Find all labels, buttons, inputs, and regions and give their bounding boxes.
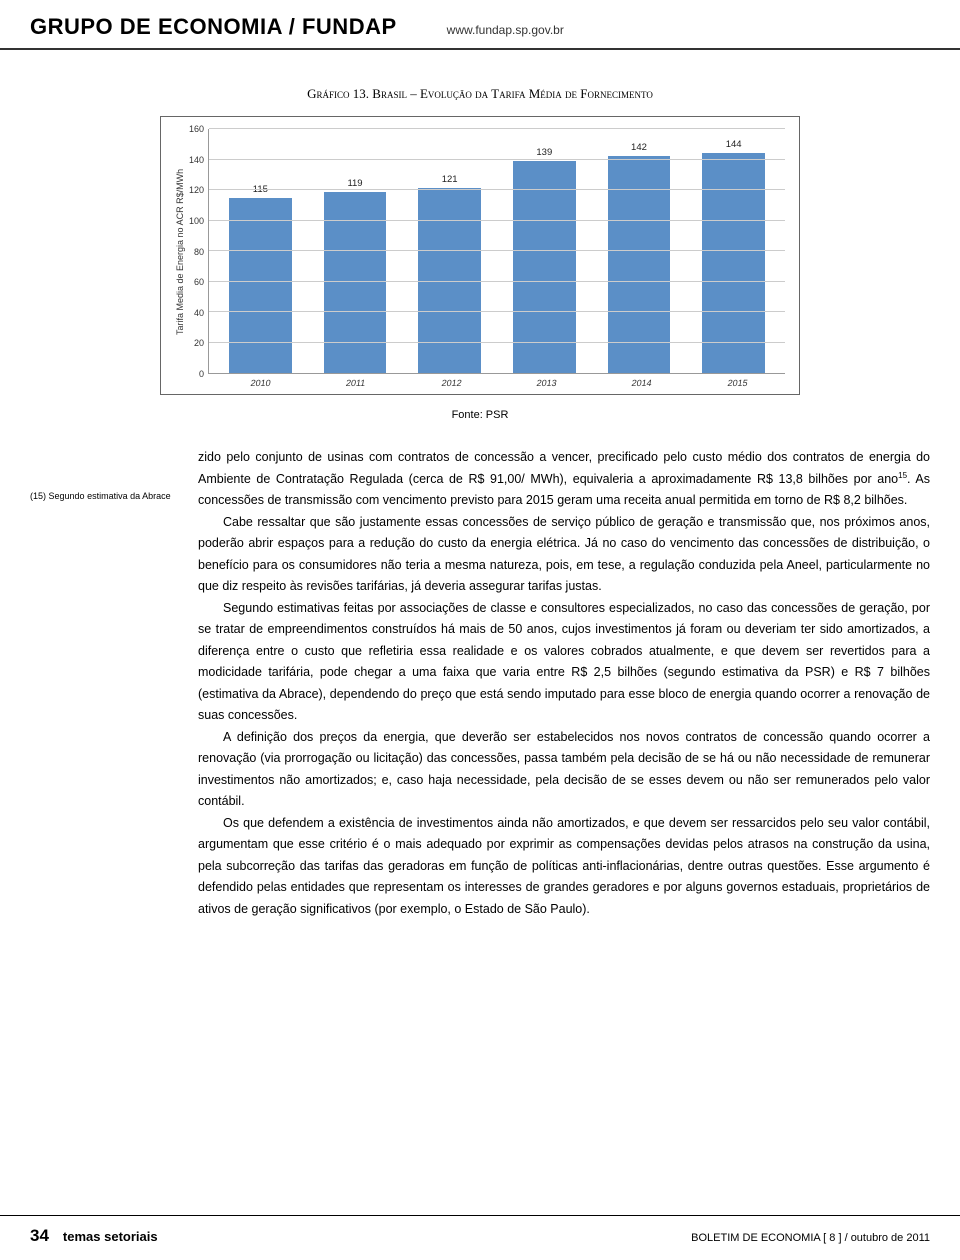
p1-text-a: zido pelo conjunto de usinas com contrat… [198, 450, 930, 486]
paragraph-3: Segundo estimativas feitas por associaçõ… [198, 598, 930, 727]
footnote-column: (15) Segundo estimativa da Abrace [30, 447, 180, 920]
y-axis-label: Tarifa Media de Energia no ACR R$/MWh [173, 129, 187, 374]
bar-column: 121 [402, 129, 497, 373]
x-tick-label: 2014 [593, 378, 690, 388]
bar [702, 153, 764, 373]
footer-section: temas setoriais [63, 1229, 158, 1244]
gridline [209, 128, 785, 129]
paragraph-2: Cabe ressaltar que são justamente essas … [198, 512, 930, 598]
org-title: GRUPO DE ECONOMIA / FUNDAP [30, 14, 397, 40]
bar-column: 144 [686, 129, 781, 373]
x-tick-label: 2011 [307, 378, 404, 388]
paragraph-4: A definição dos preços da energia, que d… [198, 727, 930, 813]
bar-value-label: 139 [536, 147, 552, 158]
footnote-ref-15: 15 [898, 471, 907, 480]
page-header: GRUPO DE ECONOMIA / FUNDAP www.fundap.sp… [0, 0, 960, 50]
org-url: www.fundap.sp.gov.br [447, 23, 564, 37]
y-axis-ticks: 160140120100806040200 [187, 129, 208, 374]
x-tick-label: 2015 [689, 378, 786, 388]
bar-value-label: 119 [347, 178, 362, 189]
footer-left: 34 temas setoriais [30, 1226, 158, 1246]
x-tick-label: 2010 [212, 378, 309, 388]
body-text: zido pelo conjunto de usinas com contrat… [198, 447, 930, 920]
chart-plot: 115 119 121 139 142 144 [208, 129, 785, 374]
bar-column: 115 [213, 129, 308, 373]
body-columns: (15) Segundo estimativa da Abrace zido p… [30, 447, 930, 920]
gridline [209, 281, 785, 282]
paragraph-5: Os que defendem a existência de investim… [198, 813, 930, 921]
footer-issue: BOLETIM DE ECONOMIA [ 8 ] / outubro de 2… [691, 1232, 930, 1244]
page-content: Gráfico 13. Brasil – Evolução da Tarifa … [0, 86, 960, 920]
chart-frame: Tarifa Media de Energia no ACR R$/MWh 16… [160, 116, 800, 395]
bar-column: 142 [592, 129, 687, 373]
bar-value-label: 144 [726, 139, 742, 150]
gridline [209, 342, 785, 343]
gridline [209, 250, 785, 251]
x-tick-label: 2013 [498, 378, 595, 388]
chart-source: Fonte: PSR [30, 409, 930, 421]
footnote-marker: (15) [30, 491, 46, 501]
x-axis-ticks: 201020112012201320142015 [173, 374, 785, 388]
gridline [209, 189, 785, 190]
chart-title: Gráfico 13. Brasil – Evolução da Tarifa … [30, 86, 930, 102]
gridline [209, 220, 785, 221]
bar [229, 198, 291, 373]
paragraph-1: zido pelo conjunto de usinas com contrat… [198, 447, 930, 512]
bar-value-label: 121 [442, 174, 458, 185]
x-tick-label: 2012 [403, 378, 500, 388]
gridline [209, 159, 785, 160]
bar-column: 119 [308, 129, 403, 373]
chart-bars: 115 119 121 139 142 144 [209, 129, 785, 373]
chart-area: Tarifa Media de Energia no ACR R$/MWh 16… [173, 129, 785, 374]
gridline [209, 311, 785, 312]
page-number: 34 [30, 1226, 49, 1246]
bar-value-label: 142 [631, 142, 647, 153]
page-footer: 34 temas setoriais BOLETIM DE ECONOMIA [… [0, 1215, 960, 1260]
footnote-text: Segundo estimativa da Abrace [49, 491, 171, 501]
bar-column: 139 [497, 129, 592, 373]
